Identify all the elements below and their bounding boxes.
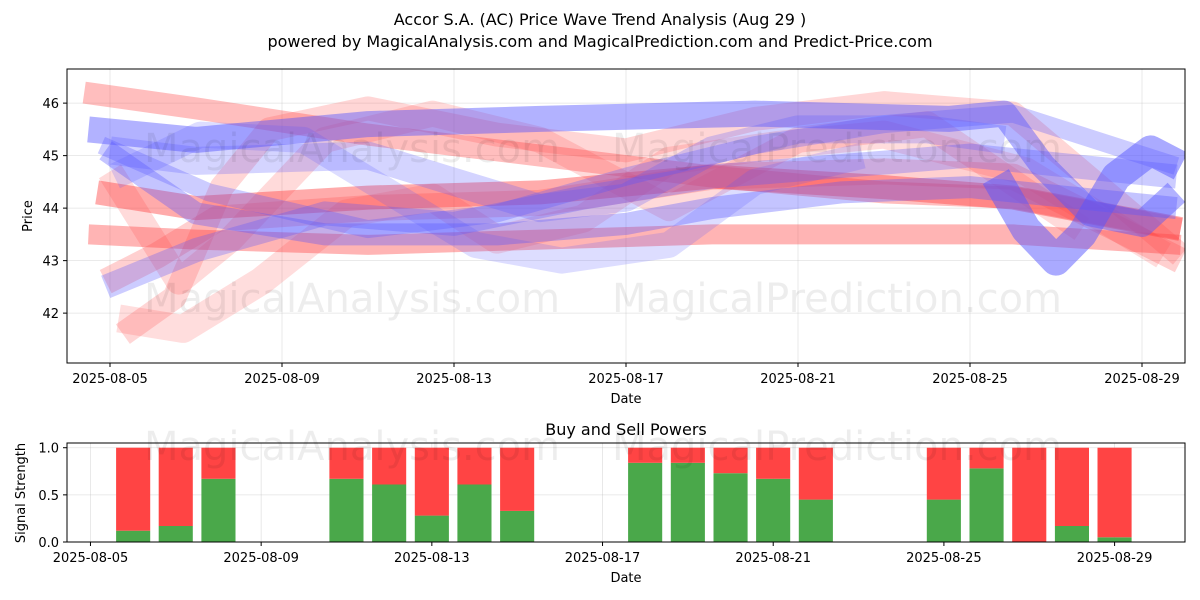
buy-bar [201, 478, 236, 542]
power-axes-frame [66, 442, 1186, 543]
chart-title: Accor S.A. (AC) Price Wave Trend Analysi… [394, 10, 806, 29]
buy-bar [500, 510, 535, 542]
power-x-tick-label: 2025-08-09 [223, 551, 299, 566]
price-y-ticks: 42 43 44 45 46 [42, 97, 67, 322]
price-panel: MagicalAnalysis.com MagicalPrediction.co… [21, 68, 1186, 407]
watermark-prediction-bottom: MagicalPrediction.com [612, 424, 1062, 470]
power-x-tick-label: 2025-08-05 [53, 551, 129, 566]
blue-band-2 [99, 141, 1178, 246]
watermark-analysis-top: MagicalAnalysis.com [144, 126, 560, 172]
watermark-analysis-mid: MagicalAnalysis.com [144, 276, 560, 322]
buy-bar [414, 515, 449, 542]
power-x-tick-label: 2025-08-25 [906, 551, 982, 566]
sell-bar [756, 447, 791, 479]
sell-bar [969, 447, 1004, 469]
price-y-tick-label: 44 [42, 202, 59, 217]
price-x-tick-label: 2025-08-13 [416, 372, 492, 387]
red-band-3 [88, 224, 1182, 255]
power-chart-title: Buy and Sell Powers [545, 420, 707, 439]
sell-bar [926, 447, 961, 500]
price-x-tick-label: 2025-08-25 [932, 372, 1008, 387]
red-band-7 [116, 120, 1171, 343]
buy-bar [372, 484, 407, 542]
buy-bar [628, 462, 663, 542]
red-band-4 [99, 158, 1185, 294]
price-x-ticks: 2025-08-05 2025-08-09 2025-08-13 2025-08-17… [72, 363, 1180, 387]
price-x-tick-label: 2025-08-09 [244, 372, 320, 387]
blue-band-3 [97, 104, 1180, 239]
power-y-tick-label: 0.5 [38, 489, 59, 504]
blue-band-6 [982, 135, 1185, 276]
sell-bar [798, 447, 833, 500]
price-x-axis-label: Date [610, 392, 641, 407]
chart-subtitle: powered by MagicalAnalysis.com and Magic… [267, 32, 932, 51]
power-x-tick-label: 2025-08-21 [735, 551, 811, 566]
price-y-axis-label: Price [21, 200, 36, 232]
buy-bar [457, 484, 492, 542]
price-x-tick-label: 2025-08-17 [588, 372, 664, 387]
sell-bar [414, 447, 449, 516]
price-x-tick-label: 2025-08-21 [760, 372, 836, 387]
power-x-tick-label: 2025-08-13 [394, 551, 470, 566]
sell-bar [329, 447, 364, 479]
buy-bar [756, 478, 791, 542]
watermark-prediction-mid: MagicalPrediction.com [612, 276, 1062, 322]
red-band-5 [115, 91, 1185, 344]
sell-bar [500, 447, 535, 511]
sell-bar [158, 447, 193, 526]
sell-bar [201, 447, 236, 479]
sell-bar [713, 447, 748, 474]
price-x-tick-label: 2025-08-29 [1104, 372, 1180, 387]
watermark-analysis-bottom: MagicalAnalysis.com [144, 424, 560, 470]
buy-bar [329, 478, 364, 542]
price-x-tick-label: 2025-08-05 [72, 372, 148, 387]
sell-bar [1097, 447, 1132, 538]
buy-bar [969, 468, 1004, 542]
sell-bar [1012, 447, 1047, 542]
buy-bar [713, 473, 748, 542]
power-bars [116, 447, 1132, 542]
power-x-ticks: 2025-08-05 2025-08-09 2025-08-13 2025-08-17… [53, 542, 1153, 566]
power-panel: Buy and Sell Powers MagicalAnalysis.com … [14, 420, 1186, 586]
buy-bar [116, 530, 151, 542]
power-y-axis-label: Signal Strength [14, 443, 29, 543]
price-y-tick-label: 43 [42, 255, 59, 270]
blue-band-5 [108, 115, 1007, 223]
power-y-tick-label: 0.0 [38, 536, 59, 551]
blue-band-4 [101, 143, 1178, 299]
price-y-tick-label: 42 [42, 307, 59, 322]
power-x-tick-label: 2025-08-29 [1077, 551, 1153, 566]
sell-bar [1054, 447, 1089, 526]
buy-bar [926, 499, 961, 542]
buy-bar [1054, 526, 1089, 542]
buy-bar [158, 526, 193, 542]
sell-bar [372, 447, 407, 485]
power-y-tick-label: 1.0 [38, 442, 59, 457]
sell-bar [670, 447, 705, 463]
price-bands [82, 81, 1185, 344]
blue-band-7 [108, 121, 866, 274]
power-x-axis-label: Date [610, 571, 641, 586]
buy-bar [670, 462, 705, 542]
sell-bar [457, 447, 492, 485]
buy-bar [1097, 537, 1132, 542]
red-band-6 [98, 100, 1090, 295]
sell-bar [628, 447, 663, 463]
power-y-ticks: 0.0 0.5 1.0 [38, 442, 67, 551]
sell-bar [116, 447, 151, 531]
watermark-prediction-top: MagicalPrediction.com [612, 126, 1062, 172]
price-y-tick-label: 46 [42, 97, 59, 112]
price-y-tick-label: 45 [42, 150, 59, 165]
buy-bar [798, 499, 833, 542]
power-x-tick-label: 2025-08-17 [565, 551, 641, 566]
